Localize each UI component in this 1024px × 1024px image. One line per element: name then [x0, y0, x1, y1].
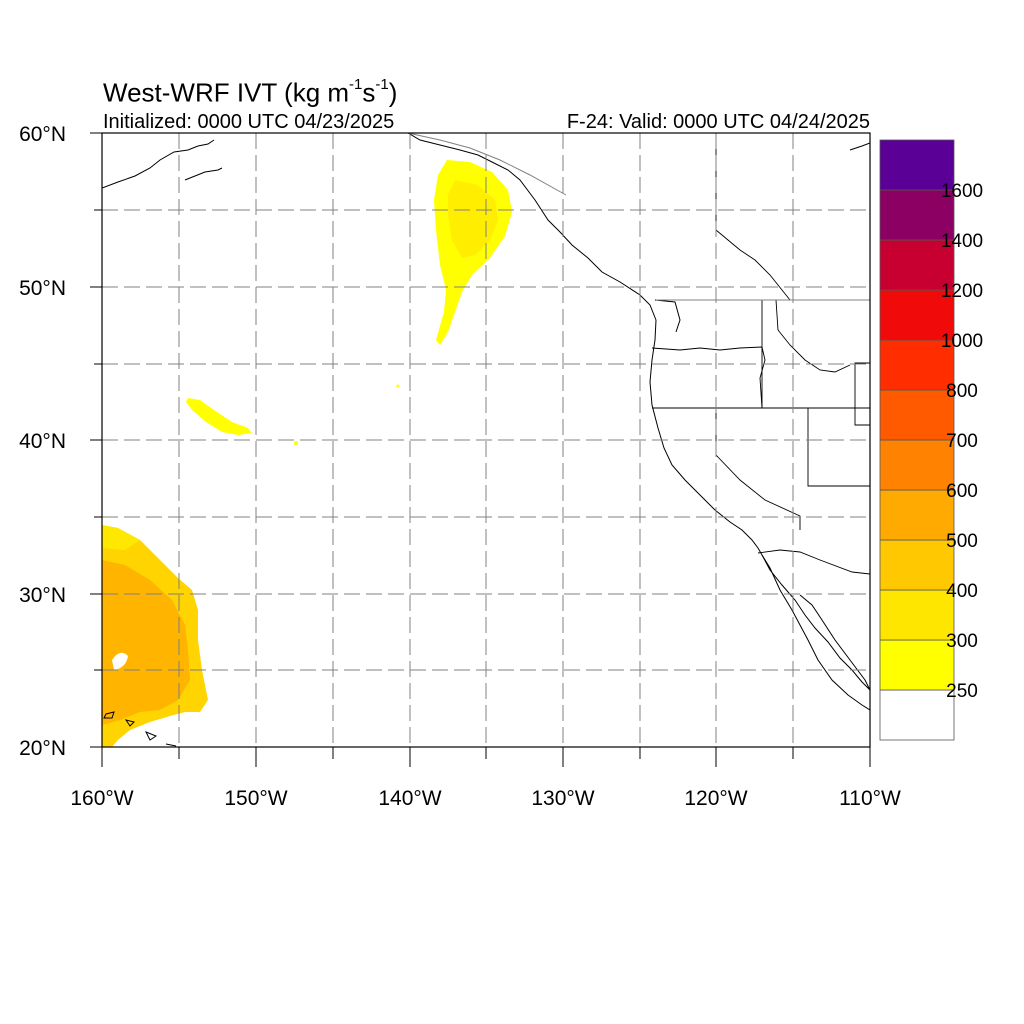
lon-label-150w: 150°W [224, 787, 287, 810]
lon-label-110w: 110°W [839, 787, 901, 810]
colorbar-swatch [879, 289, 955, 341]
lat-label-40: 40°N [19, 430, 66, 453]
colorbar-label: 400 [946, 581, 978, 602]
colorbar-swatch [879, 589, 955, 641]
colorbar-swatch [879, 339, 955, 391]
ivt-blob-southwest-inner [102, 560, 190, 725]
colorbar-swatch [879, 139, 955, 191]
colorbar-label: 500 [946, 531, 978, 552]
coastlines [102, 133, 870, 747]
colorbar-label: 1400 [941, 231, 983, 252]
ivt-shading [102, 160, 512, 747]
lon-label-160w: 160°W [70, 787, 133, 810]
colorbar-swatch [879, 389, 955, 441]
valid-time-label: F-24: Valid: 0000 UTC 04/24/2025 [566, 111, 870, 133]
ivt-blob-mid [186, 398, 252, 435]
country-border [407, 133, 870, 301]
initialized-label: Initialized: 0000 UTC 04/23/2025 [103, 111, 395, 133]
graticule [102, 133, 870, 747]
colorbar-legend: 250 300 400 500 600 700 800 1000 1200 1400 1600 [879, 139, 983, 741]
colorbar-label: 800 [946, 381, 978, 402]
lat-ticks [90, 132, 102, 748]
lat-label-60: 60°N [19, 123, 66, 146]
lat-label-30: 30°N [19, 584, 66, 607]
colorbar-label: 700 [946, 431, 978, 452]
colorbar-swatch [879, 539, 955, 591]
colorbar-swatch [879, 489, 955, 541]
lon-label-120w: 120°W [684, 787, 747, 810]
colorbar-swatch [879, 239, 955, 291]
lat-label-50: 50°N [19, 277, 66, 300]
lon-labels: 160°W 150°W 140°W 130°W 120°W 110°W [70, 787, 901, 810]
colorbar-label: 600 [946, 481, 978, 502]
colorbar-label: 1600 [941, 181, 983, 202]
lon-ticks [101, 747, 871, 767]
colorbar-label: 1000 [941, 331, 983, 352]
ivt-blob-southwest-edge [102, 525, 140, 550]
colorbar-label: 250 [946, 681, 978, 702]
colorbar-label: 300 [946, 631, 978, 652]
colorbar-swatch [879, 639, 955, 691]
colorbar-swatch [879, 439, 955, 491]
lat-labels: 60°N 50°N 40°N 30°N 20°N [19, 123, 66, 760]
ivt-blob-hole [112, 652, 128, 670]
colorbar-label: 1200 [941, 281, 983, 302]
map-title: West-WRF IVT (kg m-1s-1) [103, 76, 398, 108]
lat-label-20: 20°N [19, 737, 66, 760]
map-area [102, 133, 870, 747]
lon-label-140w: 140°W [378, 787, 441, 810]
lon-label-130w: 130°W [531, 787, 594, 810]
colorbar-swatch [879, 189, 955, 241]
colorbar-swatch [879, 689, 955, 741]
